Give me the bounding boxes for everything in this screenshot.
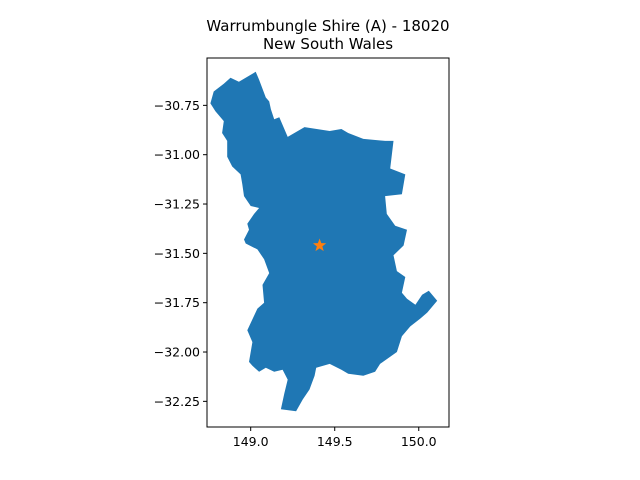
x-tick-label: 149.5 <box>317 434 353 449</box>
y-tick-label: −31.75 <box>154 295 200 310</box>
y-tick-label: −31.50 <box>154 246 200 261</box>
region-shape <box>210 71 438 412</box>
map-title-line2: New South Wales <box>263 35 393 53</box>
x-tick-label: 149.0 <box>233 434 269 449</box>
plot-area <box>210 71 438 412</box>
y-axis: −30.75 −31.00 −31.25 −31.50 −31.75 −32.00 −32.… <box>154 98 207 409</box>
axes-frame <box>206 57 450 428</box>
y-tick-label: −31.25 <box>154 197 200 212</box>
map-title-line1: Warrumbungle Shire (A) - 18020 <box>206 17 449 35</box>
x-axis: 149.0 149.5 150.0 <box>233 427 437 449</box>
y-tick-label: −30.75 <box>154 98 200 113</box>
star-marker <box>312 238 327 252</box>
y-tick-label: −32.25 <box>154 394 200 409</box>
y-tick-label: −32.00 <box>154 345 200 360</box>
y-tick-label: −31.00 <box>154 147 200 162</box>
x-tick-label: 150.0 <box>401 434 437 449</box>
